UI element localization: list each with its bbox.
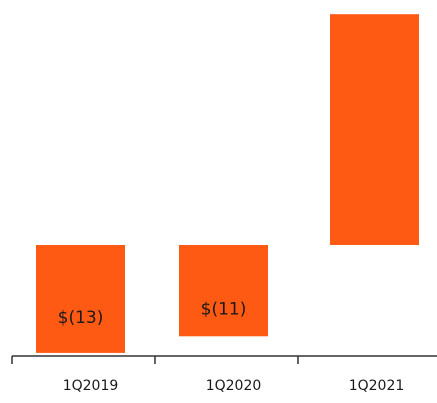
x-tick-label-1Q2019: 1Q2019 bbox=[63, 378, 119, 394]
bar-1Q2019 bbox=[36, 245, 125, 353]
data-label-1Q2019: $(13) bbox=[58, 308, 104, 328]
bar-1Q2020 bbox=[179, 245, 268, 337]
x-tick-label-1Q2020: 1Q2020 bbox=[206, 378, 262, 394]
x-tick-label-1Q2021: 1Q2021 bbox=[349, 378, 405, 394]
bar-1Q2021 bbox=[330, 14, 419, 246]
data-label-1Q2020: $(11) bbox=[201, 300, 247, 320]
